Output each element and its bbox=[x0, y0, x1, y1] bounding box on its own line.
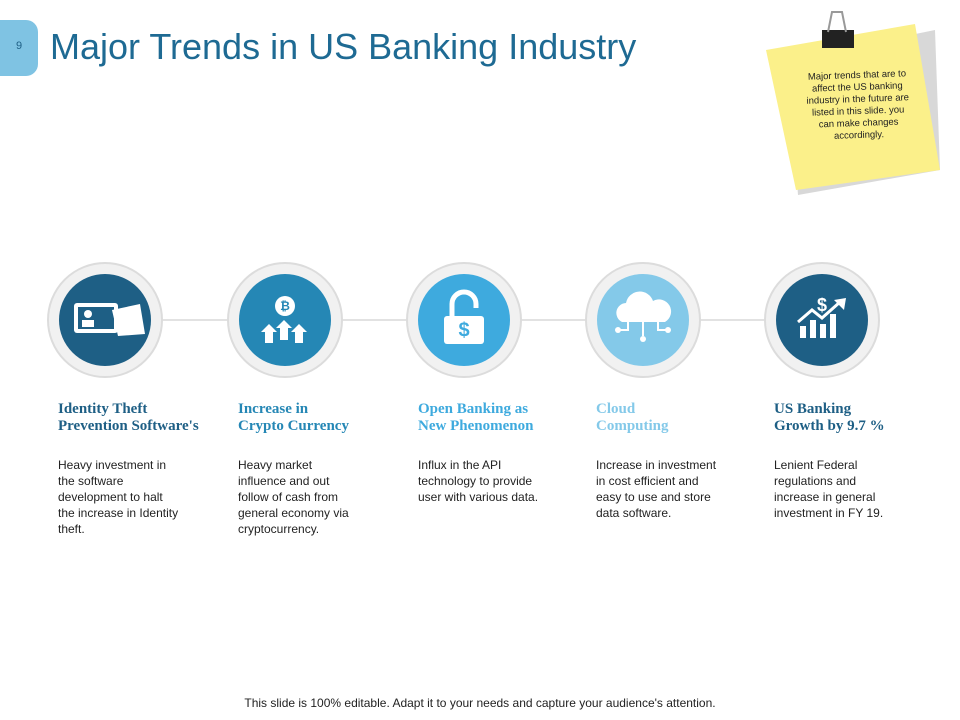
slide-title: Major Trends in US Banking Industry bbox=[50, 26, 637, 67]
svg-text:$: $ bbox=[817, 295, 827, 315]
svg-text:₿: ₿ bbox=[280, 299, 290, 313]
item-title: Computing bbox=[596, 418, 669, 434]
footer: This slide is 100% editable. Adapt it to… bbox=[244, 696, 716, 710]
item-text: Increase in investment in cost efficient… bbox=[596, 458, 717, 520]
svg-text:$: $ bbox=[458, 319, 469, 341]
item-text: Influx in the API technology to provide … bbox=[418, 458, 539, 504]
item-title: Growth by 9.7 % bbox=[774, 418, 885, 434]
slide-number: 9 bbox=[15, 40, 23, 52]
icons: ₿ $ $ bbox=[74, 289, 846, 344]
sticky-note-text: Major trends that are to affect the US b… bbox=[806, 68, 910, 142]
item-title: Crypto Currency bbox=[238, 418, 349, 434]
item-text: Heavy market influence and out follow of… bbox=[238, 458, 349, 536]
item-title: Cloud bbox=[596, 401, 636, 417]
sticky-note bbox=[766, 11, 940, 195]
item-title: Open Banking as bbox=[418, 401, 529, 417]
item-title: Increase in bbox=[238, 401, 309, 417]
item-text: Lenient Federal regulations and increase… bbox=[774, 458, 884, 520]
slide-number-tab bbox=[0, 20, 38, 76]
item-title: US Banking bbox=[774, 401, 852, 417]
icon-bg bbox=[239, 274, 331, 366]
item-title: Prevention Software's bbox=[58, 418, 199, 434]
icon-bg bbox=[776, 274, 868, 366]
item-text: Heavy investment in the software develop… bbox=[58, 458, 179, 536]
item-title: Identity Theft bbox=[58, 401, 148, 417]
item-title: New Phenomenon bbox=[418, 418, 534, 434]
